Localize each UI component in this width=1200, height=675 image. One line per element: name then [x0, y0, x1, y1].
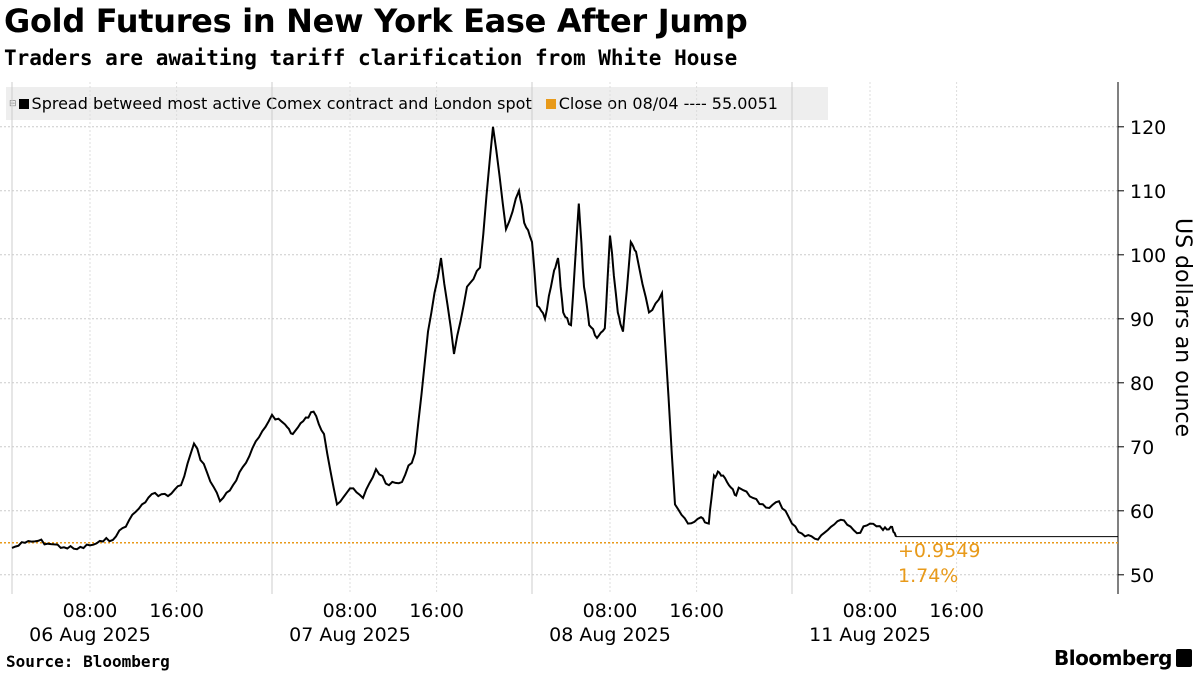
legend-series-marker [18, 98, 29, 109]
x-tick-label: 16:00 [929, 600, 984, 622]
y-tick-label: 60 [1130, 501, 1154, 523]
chart-subtitle: Traders are awaiting tariff clarificatio… [4, 46, 738, 70]
legend-toggle-icon[interactable]: ⊟ [9, 98, 17, 109]
change-annotation: +0.9549 [898, 540, 980, 562]
legend-item-series[interactable]: Spread betweed most active Comex contrac… [18, 94, 532, 113]
x-tick-label: 16:00 [149, 600, 204, 622]
legend-close-label: Close on 08/04 ---- 55.0051 [558, 94, 778, 113]
x-tick-label: 16:00 [409, 600, 464, 622]
chart-legend: ⊟ Spread betweed most active Comex contr… [6, 87, 828, 120]
legend-series-label: Spread betweed most active Comex contrac… [31, 94, 532, 113]
x-tick-label: 16:00 [669, 600, 724, 622]
x-date-label: 11 Aug 2025 [809, 624, 931, 646]
x-tick-label: 08:00 [583, 600, 638, 622]
y-tick-label: 110 [1130, 181, 1166, 203]
y-tick-label: 100 [1130, 245, 1166, 267]
y-axis: 50 60 70 80 90 100 110 120 [1117, 82, 1166, 594]
x-date-label: 08 Aug 2025 [549, 624, 671, 646]
y-tick-label: 50 [1130, 565, 1154, 587]
x-date-label: 07 Aug 2025 [289, 624, 411, 646]
source-note: Source: Bloomberg [6, 652, 170, 671]
chart-grid [0, 82, 1118, 594]
x-tick-label: 08:00 [323, 600, 378, 622]
x-tick-label: 08:00 [843, 600, 898, 622]
bloomberg-terminal-icon [1176, 649, 1192, 667]
percent-change-annotation: 1.74% [898, 565, 958, 587]
y-axis-label: US dollars an ounce [1170, 218, 1195, 437]
brand-logo: Bloomberg [1054, 646, 1172, 670]
y-tick-label: 120 [1130, 117, 1166, 139]
y-tick-label: 90 [1130, 309, 1154, 331]
legend-close-marker [545, 98, 556, 109]
x-tick-label: 08:00 [63, 600, 118, 622]
x-date-label: 06 Aug 2025 [29, 624, 151, 646]
y-tick-label: 70 [1130, 437, 1154, 459]
chart-title: Gold Futures in New York Ease After Jump [4, 2, 748, 40]
series-line-spread [11, 126, 897, 551]
legend-item-close[interactable]: Close on 08/04 ---- 55.0051 [545, 94, 778, 113]
y-tick-label: 80 [1130, 373, 1154, 395]
